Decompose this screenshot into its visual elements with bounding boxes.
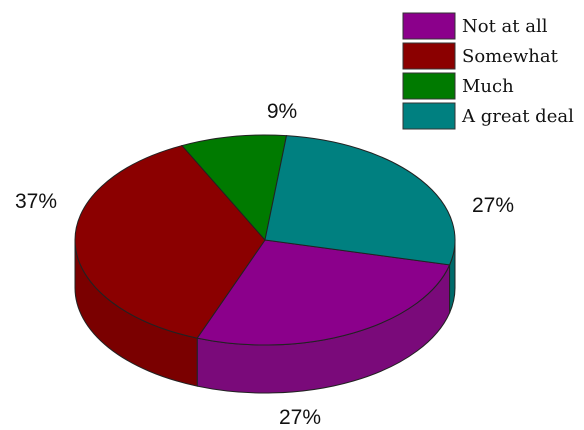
percent-label-much: 9%	[267, 100, 297, 123]
legend-label-a-great-deal: A great deal	[461, 106, 574, 127]
pie-slice-a-great-deal	[264, 135, 456, 266]
pie-slice-not-at-all	[196, 239, 451, 346]
pie-slice-somewhat	[74, 144, 266, 339]
percent-label-a-great-deal: 27%	[472, 194, 514, 217]
legend-swatch-somewhat	[402, 42, 456, 70]
legend-label-somewhat: Somewhat	[462, 46, 559, 67]
percent-label-somewhat: 37%	[15, 190, 57, 213]
percent-labels: 27% 37% 9% 27%	[15, 100, 514, 429]
legend-label-not-at-all: Not at all	[462, 16, 548, 37]
legend-swatch-a-great-deal	[402, 102, 456, 130]
pie-tops	[74, 134, 456, 346]
legend: Not at all Somewhat Much A great deal	[402, 12, 574, 130]
percent-label-not-at-all: 27%	[279, 406, 321, 429]
legend-swatch-much	[402, 72, 456, 100]
legend-swatch-not-at-all	[402, 12, 456, 40]
pie-slice-much	[181, 134, 288, 242]
legend-label-much: Much	[462, 76, 514, 97]
